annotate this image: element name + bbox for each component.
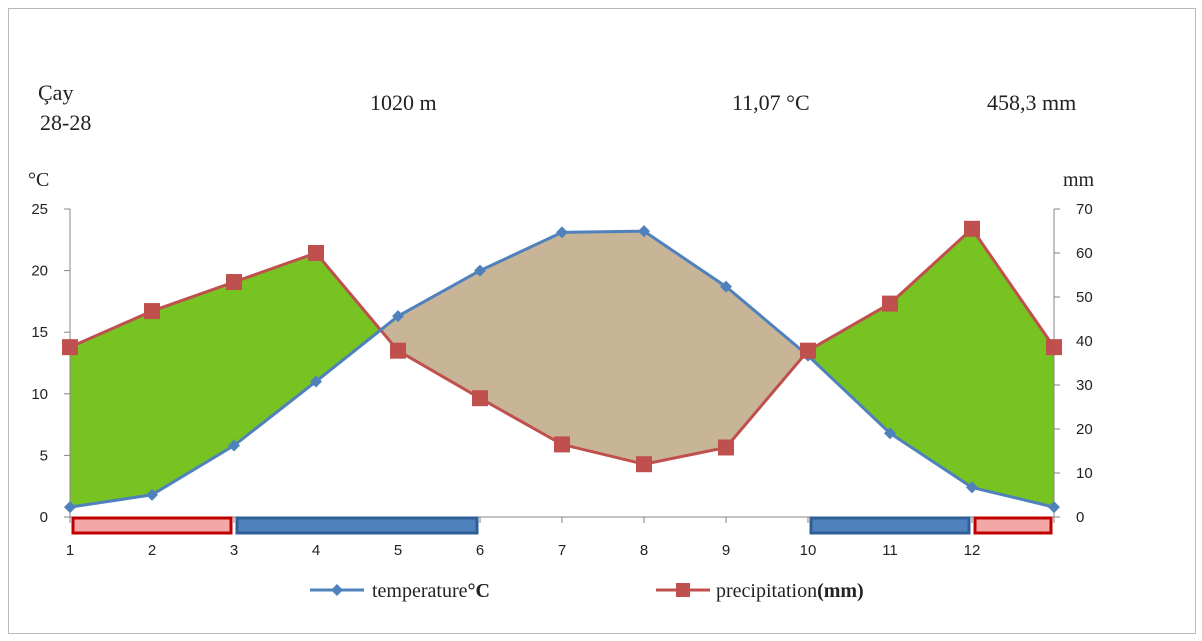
left-tick-label: 0 — [40, 509, 48, 526]
x-tick-label: 7 — [558, 542, 566, 559]
x-tick-label: 11 — [882, 542, 898, 559]
legend-item-temperature[interactable]: temperature°C — [310, 580, 490, 602]
precipitation-point-7 — [554, 436, 570, 453]
x-tick-label: 2 — [148, 542, 156, 559]
precipitation-point-9 — [718, 439, 734, 456]
temperature-point-3 — [228, 439, 240, 452]
legend-precipitation-label: precipitation(mm) — [716, 580, 864, 602]
temperature-point-13 — [1048, 501, 1060, 514]
period-bar-3 — [973, 516, 1053, 535]
precipitation-point-11 — [882, 295, 898, 312]
left-tick-label: 5 — [40, 447, 48, 464]
right-axis-unit: mm — [1063, 169, 1095, 191]
legend-precipitation-unit: (mm) — [817, 580, 864, 602]
altitude-label: 1020 m — [370, 90, 437, 115]
temperature-point-11 — [884, 427, 896, 440]
right-tick-label: 20 — [1076, 421, 1093, 438]
precipitation-point-8 — [636, 456, 652, 473]
dry-area-1 — [380, 231, 806, 465]
precipitation-point-13 — [1046, 339, 1062, 356]
legend-precipitation-name: precipitation — [716, 580, 817, 602]
legend: temperature°C precipitation(mm) — [310, 580, 864, 602]
humid-area-0 — [70, 253, 381, 508]
humid-area-2 — [805, 228, 1054, 508]
period-bar-2 — [809, 516, 971, 535]
station-code: 28-28 — [40, 110, 91, 135]
x-tick-label: 9 — [722, 542, 730, 559]
right-tick-label: 70 — [1076, 201, 1093, 218]
precipitation-point-6 — [472, 390, 488, 407]
x-tick-label: 1 — [66, 542, 74, 559]
precipitation-point-2 — [144, 303, 160, 320]
station-name: Çay — [38, 80, 73, 105]
fill-areas — [70, 228, 1054, 508]
temperature-point-1 — [64, 501, 76, 514]
period-bar-0 — [71, 516, 233, 535]
right-tick-label: 0 — [1076, 509, 1084, 526]
precipitation-point-1 — [62, 339, 78, 356]
precipitation-point-12 — [964, 220, 980, 237]
right-tick-label: 50 — [1076, 289, 1093, 306]
temperature-point-8 — [638, 225, 650, 238]
x-tick-label: 10 — [800, 542, 817, 559]
legend-temperature-unit: °C — [468, 580, 490, 602]
temperature-point-9 — [720, 280, 732, 293]
x-tick-label: 12 — [964, 542, 981, 559]
temperature-point-4 — [310, 375, 322, 388]
right-tick-label: 30 — [1076, 377, 1093, 394]
x-tick-label: 6 — [476, 542, 484, 559]
temperature-point-5 — [392, 310, 404, 323]
legend-temperature-marker — [331, 584, 343, 596]
x-tick-label: 4 — [312, 542, 320, 559]
right-tick-label: 10 — [1076, 465, 1093, 482]
precipitation-point-3 — [226, 274, 242, 291]
x-tick-label: 8 — [640, 542, 648, 559]
right-tick-label: 60 — [1076, 245, 1093, 262]
precipitation-point-5 — [390, 342, 406, 359]
period-bar-1 — [235, 516, 479, 535]
precipitation-point-10 — [800, 342, 816, 359]
left-tick-label: 15 — [31, 324, 48, 341]
temperature-point-7 — [556, 226, 568, 239]
legend-temperature-label: temperature°C — [372, 580, 490, 602]
left-tick-label: 20 — [31, 263, 48, 280]
series-markers — [62, 220, 1062, 514]
period-bars — [71, 516, 1053, 535]
right-tick-label: 40 — [1076, 333, 1093, 350]
legend-item-precipitation[interactable]: precipitation(mm) — [656, 580, 864, 602]
left-tick-label: 10 — [31, 386, 48, 403]
mean-temperature-label: 11,07 °C — [732, 90, 810, 115]
temperature-point-12 — [966, 481, 978, 494]
x-tick-label: 5 — [394, 542, 402, 559]
temperature-point-6 — [474, 264, 486, 277]
left-tick-label: 25 — [31, 201, 48, 218]
left-axis-unit: °C — [28, 169, 49, 191]
legend-temperature-name: temperature — [372, 580, 468, 602]
precipitation-point-4 — [308, 245, 324, 261]
x-tick-label: 3 — [230, 542, 238, 559]
legend-precipitation-marker — [676, 583, 690, 597]
temperature-point-2 — [146, 488, 158, 501]
annual-precipitation-label: 458,3 mm — [987, 90, 1076, 115]
